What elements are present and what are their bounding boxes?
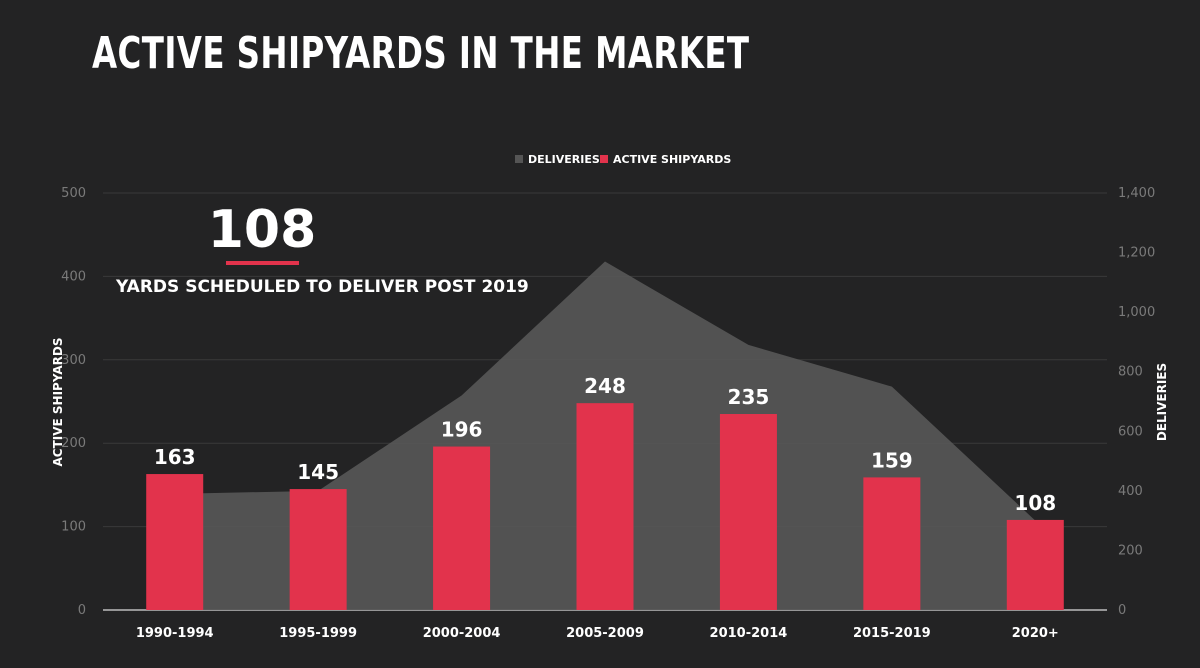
legend-label-deliveries: DELIVERIES: [528, 153, 600, 166]
y2-tick-label: 1,000: [1118, 305, 1155, 320]
left-axis-label: ACTIVE SHIPYARDS: [51, 337, 65, 466]
legend-swatch-active-shipyards: [600, 155, 608, 163]
y2-tick-label: 0: [1118, 603, 1126, 618]
legend-label-active-shipyards: ACTIVE SHIPYARDS: [613, 153, 731, 166]
y-tick-label: 200: [61, 436, 86, 451]
bars-layer: [146, 403, 1064, 610]
left-axis-ticks: 0 100 200 300 400 500: [61, 186, 86, 618]
category-labels: 1990-1994 1995-1999 2000-2004 2005-2009 2010…: [136, 626, 1059, 641]
category-label: 2015-2019: [853, 626, 931, 641]
category-label: 2005-2009: [566, 626, 644, 641]
bar-value-label: 196: [441, 418, 483, 442]
bar-active-shipyards: [1006, 519, 1064, 610]
bar-active-shipyards: [863, 477, 921, 610]
bar-active-shipyards: [433, 446, 491, 610]
callout-value: 108: [208, 200, 317, 260]
bar-value-label: 145: [297, 460, 339, 484]
bar-active-shipyards: [719, 414, 777, 610]
callout: 108 YARDS SCHEDULED TO DELIVER POST 2019: [115, 200, 529, 297]
bar-value-label: 235: [728, 385, 770, 409]
y-tick-label: 100: [61, 520, 86, 535]
bar-active-shipyards: [146, 474, 204, 610]
legend: DELIVERIES ACTIVE SHIPYARDS: [515, 153, 731, 166]
bar-value-label: 159: [871, 448, 913, 472]
y2-tick-label: 400: [1118, 484, 1143, 499]
legend-swatch-deliveries: [515, 155, 523, 163]
bar-value-label: 248: [584, 374, 626, 398]
data-labels-layer: 163 145 196 248 235 159 108: [154, 374, 1056, 515]
callout-underline: [226, 261, 299, 265]
bar-value-label: 163: [154, 445, 196, 469]
category-label: 1995-1999: [279, 626, 357, 641]
page-title: ACTIVE SHIPYARDS IN THE MARKET: [92, 28, 750, 79]
bar-value-label: 108: [1014, 491, 1056, 515]
y2-tick-label: 200: [1118, 543, 1143, 558]
right-axis-ticks: 0 200 400 600 800 1,000 1,200 1,400: [1118, 186, 1155, 618]
bar-active-shipyards: [289, 489, 347, 610]
y2-tick-label: 1,400: [1118, 186, 1155, 201]
y-tick-label: 300: [61, 353, 86, 368]
y-tick-label: 400: [61, 269, 86, 284]
y2-tick-label: 800: [1118, 365, 1143, 380]
bar-active-shipyards: [576, 403, 634, 610]
category-label: 2010-2014: [710, 626, 788, 641]
y2-tick-label: 1,200: [1118, 246, 1155, 261]
y-tick-label: 0: [78, 603, 86, 618]
category-label: 2000-2004: [423, 626, 501, 641]
category-label: 1990-1994: [136, 626, 214, 641]
category-label: 2020+: [1012, 626, 1059, 641]
y-tick-label: 500: [61, 186, 86, 201]
right-axis-label: DELIVERIES: [1155, 363, 1169, 441]
y2-tick-label: 600: [1118, 424, 1143, 439]
callout-text: YARDS SCHEDULED TO DELIVER POST 2019: [115, 277, 529, 297]
